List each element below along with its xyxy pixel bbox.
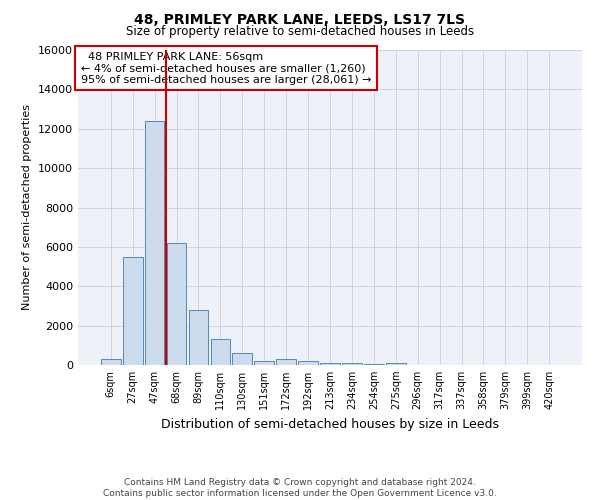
Y-axis label: Number of semi-detached properties: Number of semi-detached properties	[22, 104, 32, 310]
Bar	[276, 359, 296, 365]
Bar	[232, 353, 252, 365]
Bar	[254, 361, 274, 365]
X-axis label: Distribution of semi-detached houses by size in Leeds: Distribution of semi-detached houses by …	[161, 418, 499, 430]
Bar	[211, 340, 230, 365]
Bar	[123, 256, 143, 365]
Text: Size of property relative to semi-detached houses in Leeds: Size of property relative to semi-detach…	[126, 25, 474, 38]
Bar	[342, 363, 362, 365]
Text: 48 PRIMLEY PARK LANE: 56sqm
← 4% of semi-detached houses are smaller (1,260)
95%: 48 PRIMLEY PARK LANE: 56sqm ← 4% of semi…	[80, 52, 371, 85]
Bar	[364, 364, 384, 365]
Bar	[386, 363, 406, 365]
Bar	[101, 359, 121, 365]
Bar	[167, 243, 187, 365]
Bar	[145, 121, 164, 365]
Bar	[188, 310, 208, 365]
Bar	[320, 363, 340, 365]
Text: 48, PRIMLEY PARK LANE, LEEDS, LS17 7LS: 48, PRIMLEY PARK LANE, LEEDS, LS17 7LS	[134, 12, 466, 26]
Text: Contains HM Land Registry data © Crown copyright and database right 2024.
Contai: Contains HM Land Registry data © Crown c…	[103, 478, 497, 498]
Bar	[298, 361, 318, 365]
